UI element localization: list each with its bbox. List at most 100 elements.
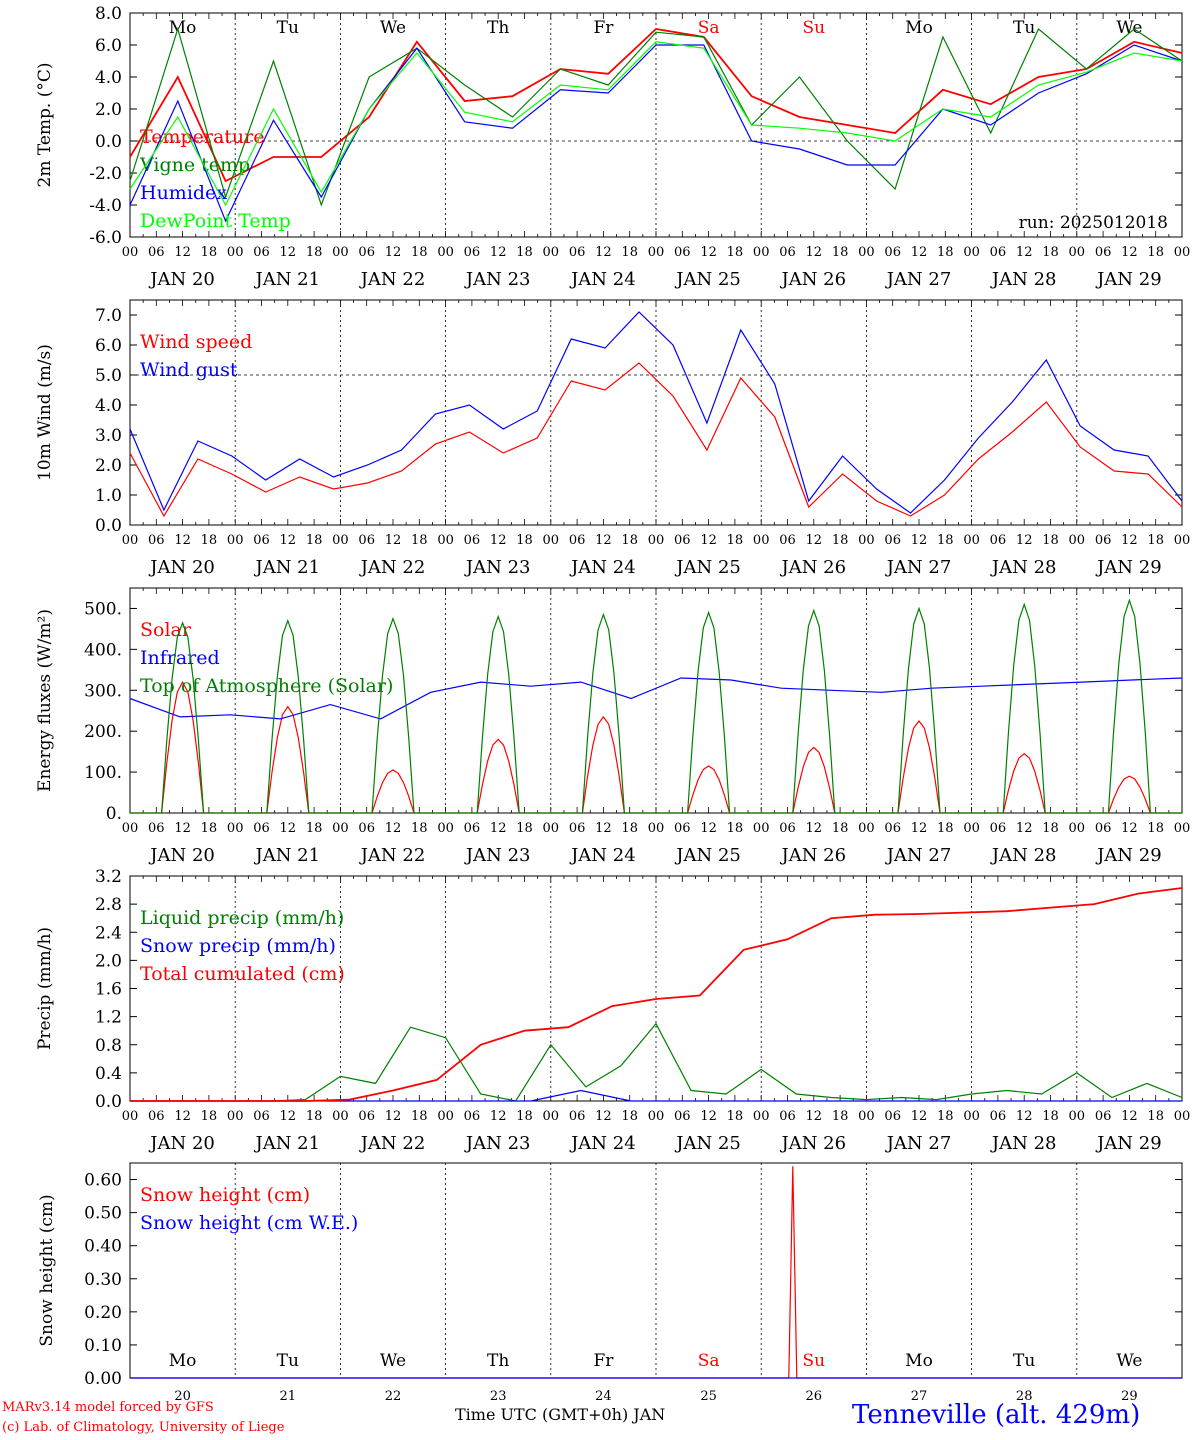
hour-tick-label: 18	[516, 245, 533, 260]
hour-tick-label: 18	[306, 533, 323, 548]
hour-tick-label: 00	[963, 821, 980, 836]
day-label: JAN 24	[569, 845, 636, 866]
series-line	[129, 362, 1183, 518]
hour-tick-label: 12	[490, 1109, 507, 1124]
hour-tick-label: 12	[1121, 245, 1138, 260]
day-label: JAN 22	[359, 1133, 426, 1154]
credit-line-1: MARv3.14 model forced by GFS	[2, 1400, 214, 1415]
hour-tick-label: 12	[174, 533, 191, 548]
hour-tick-label: 00	[332, 245, 349, 260]
y-tick-label: 0.10	[84, 1336, 122, 1356]
hour-tick-label: 00	[227, 1109, 244, 1124]
hour-tick-label: 18	[727, 245, 744, 260]
y-tick-label: 500.	[84, 599, 122, 619]
day-label: JAN 27	[885, 269, 952, 290]
y-tick-label: 400.	[84, 640, 122, 660]
day-label: JAN 28	[990, 557, 1057, 578]
hour-tick-label: 06	[464, 533, 481, 548]
hour-tick-label: 12	[280, 533, 297, 548]
hour-tick-label: 06	[1095, 821, 1112, 836]
weekday-label: Mo	[169, 18, 197, 38]
hour-tick-label: 00	[437, 245, 454, 260]
hour-tick-label: 18	[832, 533, 849, 548]
weekday-label: Mo	[905, 18, 933, 38]
hour-tick-label: 06	[674, 821, 691, 836]
hour-tick-label: 12	[385, 821, 402, 836]
hour-tick-label: 12	[595, 1109, 612, 1124]
hour-tick-label: 06	[358, 821, 375, 836]
day-label: JAN 26	[780, 845, 847, 866]
hour-tick-label: 18	[832, 821, 849, 836]
hour-tick-label: 00	[648, 821, 665, 836]
y-tick-label: 4.0	[95, 68, 122, 88]
weekday-label: Su	[802, 18, 825, 38]
hour-tick-label: 00	[963, 1109, 980, 1124]
hour-tick-label: 00	[122, 245, 139, 260]
day-number-label: 20	[174, 1389, 191, 1404]
hour-tick-label: 18	[937, 245, 954, 260]
hour-tick-label: 06	[253, 1109, 270, 1124]
hour-tick-label: 12	[385, 1109, 402, 1124]
hour-tick-label: 12	[1121, 821, 1138, 836]
hour-tick-label: 12	[280, 821, 297, 836]
y-tick-label: 6.0	[95, 336, 122, 356]
y-tick-label: 1.2	[95, 1008, 122, 1028]
hour-tick-label: 12	[1121, 1109, 1138, 1124]
day-label: JAN 29	[1095, 557, 1162, 578]
y-tick-label: 0.0	[95, 1092, 122, 1112]
hour-tick-label: 00	[753, 533, 770, 548]
hour-tick-label: 00	[332, 821, 349, 836]
hour-tick-label: 18	[937, 533, 954, 548]
hour-tick-label: 00	[122, 821, 139, 836]
y-tick-label: -6.0	[89, 228, 122, 248]
day-label: JAN 25	[674, 845, 741, 866]
hour-tick-label: 12	[595, 245, 612, 260]
hour-tick-label: 18	[727, 1109, 744, 1124]
y-tick-label: 0.8	[95, 1036, 122, 1056]
day-number-label: 26	[806, 1389, 823, 1404]
hour-tick-label: 12	[490, 245, 507, 260]
y-axis-label: 10m Wind (m/s)	[35, 344, 55, 481]
hour-tick-label: 18	[621, 821, 638, 836]
hour-tick-label: 00	[963, 245, 980, 260]
hour-tick-label: 18	[621, 533, 638, 548]
hour-tick-label: 18	[411, 245, 428, 260]
weekday-label: Su	[802, 1351, 825, 1371]
series-line	[129, 44, 1183, 223]
hour-tick-label: 00	[1069, 245, 1086, 260]
legend-entry: Humidex	[140, 182, 227, 204]
day-label: JAN 28	[990, 845, 1057, 866]
y-axis-label: Precip (mm/h)	[35, 927, 55, 1050]
hour-tick-label: 06	[779, 245, 796, 260]
weekday-label: Tu	[1013, 18, 1035, 38]
y-tick-label: 0.50	[84, 1204, 122, 1224]
hour-tick-label: 00	[437, 821, 454, 836]
hour-tick-label: 12	[911, 533, 928, 548]
hour-tick-label: 18	[832, 1109, 849, 1124]
hour-tick-label: 06	[674, 245, 691, 260]
y-tick-label: 6.0	[95, 36, 122, 56]
day-label: JAN 24	[569, 269, 636, 290]
hour-tick-label: 06	[779, 1109, 796, 1124]
hour-tick-label: 12	[1016, 245, 1033, 260]
hour-tick-label: 18	[201, 821, 218, 836]
hour-tick-label: 18	[1147, 245, 1164, 260]
hour-tick-label: 12	[1016, 821, 1033, 836]
hour-tick-label: 06	[1095, 245, 1112, 260]
hour-tick-label: 00	[1174, 821, 1191, 836]
hour-tick-label: 00	[543, 821, 560, 836]
hour-tick-label: 12	[174, 245, 191, 260]
hour-tick-label: 06	[148, 821, 165, 836]
day-number-label: 21	[280, 1389, 297, 1404]
legend-entry: Infrared	[140, 647, 220, 669]
day-number-label: 24	[595, 1389, 612, 1404]
hour-tick-label: 18	[411, 821, 428, 836]
hour-tick-label: 12	[806, 1109, 823, 1124]
hour-tick-label: 00	[858, 821, 875, 836]
hour-tick-label: 18	[516, 821, 533, 836]
day-label: JAN 22	[359, 845, 426, 866]
day-label: JAN 27	[885, 557, 952, 578]
hour-tick-label: 06	[253, 245, 270, 260]
weekday-label: We	[1116, 18, 1142, 38]
y-tick-label: 0.20	[84, 1303, 122, 1323]
